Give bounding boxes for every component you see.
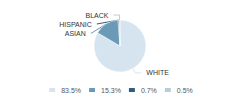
svg-text:WHITE: WHITE (146, 69, 169, 76)
svg-text:BLACK: BLACK (86, 12, 109, 19)
svg-text:ASIAN: ASIAN (65, 30, 86, 37)
svg-text:HISPANIC: HISPANIC (59, 21, 92, 28)
svg-text:0.7%: 0.7% (141, 87, 157, 94)
svg-text:83.5%: 83.5% (61, 87, 81, 94)
svg-text:0.5%: 0.5% (177, 87, 193, 94)
svg-text:15.3%: 15.3% (101, 87, 121, 94)
